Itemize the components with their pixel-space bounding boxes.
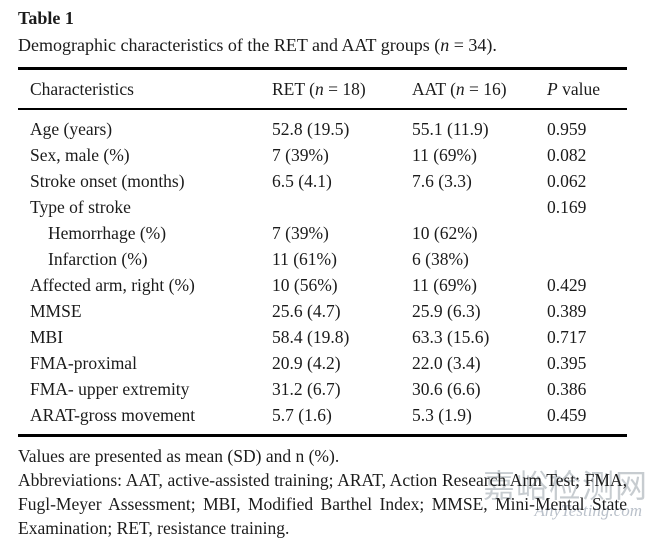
aat-value: 30.6 (6.6) <box>412 379 481 399</box>
ret-value: 20.9 (4.2) <box>272 353 341 373</box>
ret-value: 6.5 (4.1) <box>272 171 332 191</box>
abbreviations-note: Abbreviations: AAT, active-assisted trai… <box>18 470 627 538</box>
ret-value: 10 (56%) <box>272 275 338 295</box>
p-value: 0.395 <box>547 353 587 373</box>
ret-value <box>272 195 412 221</box>
ret-value: 5.7 (1.6) <box>272 405 332 425</box>
p-value: 0.082 <box>547 145 587 165</box>
table-footnotes: Values are presented as mean (SD) and n … <box>18 444 627 540</box>
table-row: Hemorrhage (%) 7 (39%) 10 (62%) <box>18 221 627 247</box>
p-value: 0.169 <box>547 197 587 217</box>
table-row: Stroke onset (months) 6.5 (4.1) 7.6 (3.3) 0… <box>18 169 627 195</box>
row-label: Infarction (%) <box>48 249 148 269</box>
header-row: Characteristics RET (n = 18) AAT (n = 16… <box>18 67 627 110</box>
row-label: MBI <box>30 327 64 347</box>
caption-italic-n: n <box>440 35 450 55</box>
values-note: Values are presented as mean (SD) and n … <box>18 446 340 466</box>
table-row: FMA- upper extremity 31.2 (6.7) 30.6 (6.6)… <box>18 377 627 403</box>
ret-value: 52.8 (19.5) <box>272 119 350 139</box>
header-aat-group: AAT (n = 16) <box>412 67 547 110</box>
aat-value: 6 (38%) <box>412 249 469 269</box>
table-body: Age (years) 52.8 (19.5) 55.1 (11.9) 0.959 Se… <box>18 109 627 436</box>
aat-value: 25.9 (6.3) <box>412 301 481 321</box>
aat-value <box>412 195 547 221</box>
ret-value: 7 (39%) <box>272 145 329 165</box>
aat-value: 11 (69%) <box>412 145 477 165</box>
p-value: 0.386 <box>547 379 587 399</box>
table-caption: Demographic characteristics of the RET a… <box>18 32 632 58</box>
aat-value: 22.0 (3.4) <box>412 353 481 373</box>
table-row: Age (years) 52.8 (19.5) 55.1 (11.9) 0.959 <box>18 109 627 143</box>
table-row: Infarction (%) 11 (61%) 6 (38%) <box>18 247 627 273</box>
p-value: 0.459 <box>547 405 587 425</box>
row-label: FMA- upper extremity <box>30 379 190 399</box>
p-value: 0.717 <box>547 327 587 347</box>
ret-value: 25.6 (4.7) <box>272 301 341 321</box>
row-label: FMA-proximal <box>30 353 137 373</box>
aat-value: 63.3 (15.6) <box>412 327 490 347</box>
row-label: Type of stroke <box>30 197 131 217</box>
row-label: Age (years) <box>30 119 113 139</box>
table-row: FMA-proximal 20.9 (4.2) 22.0 (3.4) 0.395 <box>18 351 627 377</box>
row-label: ARAT-gross movement <box>30 405 196 425</box>
table-row: ARAT-gross movement 5.7 (1.6) 5.3 (1.9) 0.4… <box>18 403 627 436</box>
table-row: MBI 58.4 (19.8) 63.3 (15.6) 0.717 <box>18 325 627 351</box>
aat-value: 55.1 (11.9) <box>412 119 489 139</box>
table-header: Characteristics RET (n = 18) AAT (n = 16… <box>18 67 627 110</box>
table-number-title: Table 1 <box>18 8 74 28</box>
header-characteristics: Characteristics <box>18 67 272 110</box>
caption-text: Demographic characteristics of the RET a… <box>18 35 441 55</box>
table-row: MMSE 25.6 (4.7) 25.9 (6.3) 0.389 <box>18 299 627 325</box>
header-p-value: P value <box>547 67 627 110</box>
caption-text-end: = 34). <box>449 35 497 55</box>
table-row: Sex, male (%) 7 (39%) 11 (69%) 0.082 <box>18 143 627 169</box>
ret-value: 31.2 (6.7) <box>272 379 341 399</box>
table-row: Affected arm, right (%) 10 (56%) 11 (69%) 0… <box>18 273 627 299</box>
p-value <box>547 221 627 247</box>
aat-value: 10 (62%) <box>412 223 478 243</box>
header-ret-group: RET (n = 18) <box>272 67 412 110</box>
row-label: Sex, male (%) <box>30 145 130 165</box>
p-value: 0.389 <box>547 301 587 321</box>
ret-value: 58.4 (19.8) <box>272 327 350 347</box>
p-value <box>547 247 627 273</box>
aat-value: 11 (69%) <box>412 275 477 295</box>
ret-value: 7 (39%) <box>272 223 329 243</box>
demographics-table: Characteristics RET (n = 18) AAT (n = 16… <box>18 67 627 437</box>
p-value: 0.959 <box>547 119 587 139</box>
ret-value: 11 (61%) <box>272 249 337 269</box>
aat-value: 5.3 (1.9) <box>412 405 472 425</box>
p-value: 0.429 <box>547 275 587 295</box>
aat-value: 7.6 (3.3) <box>412 171 472 191</box>
row-label: Hemorrhage (%) <box>48 223 167 243</box>
row-label: Stroke onset (months) <box>30 171 185 191</box>
row-label: MMSE <box>30 301 82 321</box>
row-label: Affected arm, right (%) <box>30 275 195 295</box>
p-value: 0.062 <box>547 171 587 191</box>
table-content: Table 1 Demographic characteristics of t… <box>0 6 650 540</box>
table-row: Type of stroke 0.169 <box>18 195 627 221</box>
